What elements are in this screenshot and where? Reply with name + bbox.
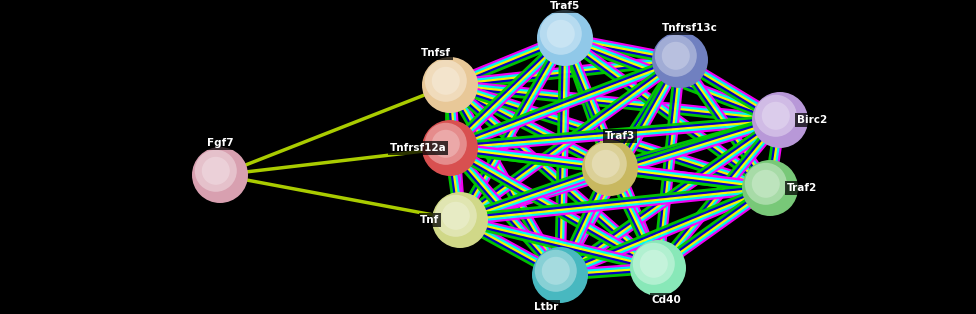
Circle shape [542,257,570,285]
Text: Tnfrsf13c: Tnfrsf13c [662,23,718,33]
Circle shape [535,250,577,292]
Circle shape [745,163,787,205]
Circle shape [434,195,477,237]
Circle shape [532,247,588,303]
Circle shape [202,157,229,185]
Text: Ltbr: Ltbr [534,302,558,312]
Text: Fgf7: Fgf7 [207,138,233,148]
Circle shape [752,170,780,198]
Circle shape [422,57,478,113]
Text: Traf5: Traf5 [549,1,580,11]
Circle shape [547,20,575,48]
Circle shape [752,92,808,148]
Circle shape [432,192,488,248]
Circle shape [431,130,460,158]
Circle shape [540,13,582,55]
Text: Cd40: Cd40 [651,295,681,305]
Circle shape [632,243,674,285]
Circle shape [585,143,627,185]
Text: Tnfsf: Tnfsf [421,48,451,58]
Circle shape [442,202,469,230]
Circle shape [754,95,796,137]
Circle shape [662,42,690,70]
Circle shape [422,120,478,176]
Circle shape [652,32,708,88]
Circle shape [425,60,467,102]
Text: Traf3: Traf3 [605,131,635,141]
Circle shape [591,150,620,178]
Text: Tnf: Tnf [421,215,439,225]
Circle shape [742,160,798,216]
Circle shape [425,123,467,165]
Circle shape [192,147,248,203]
Text: Traf2: Traf2 [787,183,817,193]
Circle shape [195,150,237,192]
Circle shape [762,102,790,130]
Circle shape [537,10,593,66]
Circle shape [630,240,686,296]
Text: Birc2: Birc2 [796,115,827,125]
Circle shape [655,35,697,77]
Circle shape [640,250,668,278]
Circle shape [431,67,460,95]
Text: Tnfrsf12a: Tnfrsf12a [389,143,446,153]
Circle shape [582,140,638,196]
